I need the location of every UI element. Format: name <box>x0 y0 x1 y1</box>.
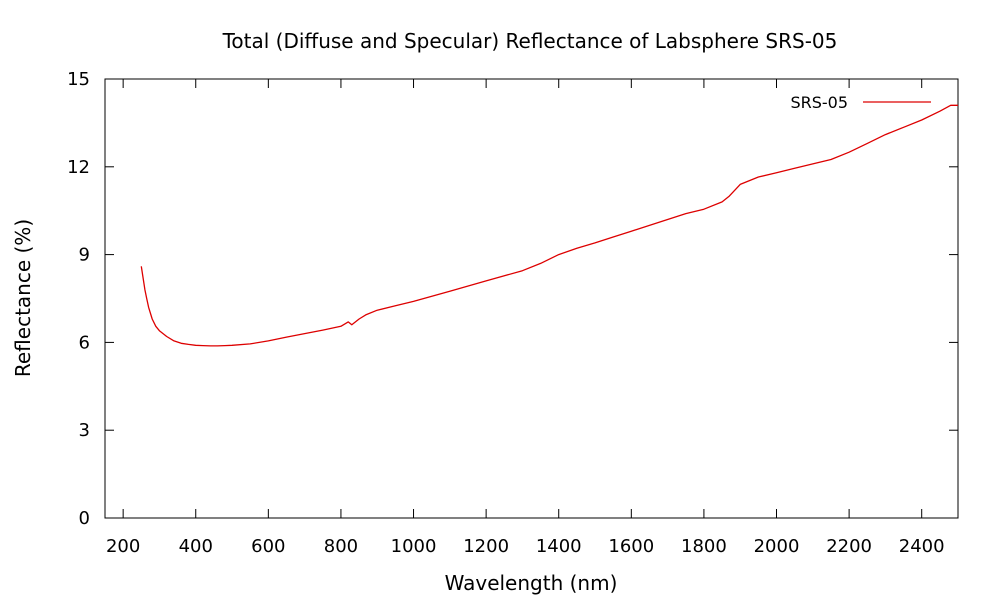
series-line-srs-05 <box>141 105 958 346</box>
plot-frame <box>105 79 958 518</box>
x-tick-label: 1400 <box>536 536 582 557</box>
x-axis: 200 400 600 800 1000 1200 1400 1600 1800 2000 2200… <box>106 79 945 557</box>
y-tick-label: 3 <box>79 420 90 441</box>
series-layer <box>141 105 958 346</box>
x-tick-label: 2000 <box>754 536 800 557</box>
y-axis-label: Reflectance (%) <box>11 219 35 377</box>
x-tick-label: 800 <box>324 536 358 557</box>
chart-title: Total (Diffuse and Specular) Reflectance… <box>222 29 838 53</box>
y-tick-label: 6 <box>79 332 90 353</box>
y-tick-label: 0 <box>79 508 90 529</box>
x-tick-label: 400 <box>179 536 213 557</box>
y-tick-label: 9 <box>79 245 90 266</box>
x-tick-label: 200 <box>106 536 140 557</box>
x-axis-label: Wavelength (nm) <box>445 571 618 595</box>
x-tick-label: 2400 <box>899 536 945 557</box>
x-tick-label: 1800 <box>681 536 727 557</box>
x-tick-label: 1200 <box>463 536 509 557</box>
y-tick-label: 12 <box>67 157 90 178</box>
y-axis: 0 3 6 9 12 15 <box>67 69 958 529</box>
legend: SRS-05 <box>790 93 931 112</box>
y-tick-label: 15 <box>67 69 90 90</box>
x-tick-label: 1600 <box>608 536 654 557</box>
x-tick-label: 1000 <box>391 536 437 557</box>
x-tick-label: 2200 <box>826 536 872 557</box>
x-tick-label: 600 <box>251 536 285 557</box>
reflectance-chart: Total (Diffuse and Specular) Reflectance… <box>0 0 1000 600</box>
legend-label-srs-05: SRS-05 <box>790 93 848 112</box>
